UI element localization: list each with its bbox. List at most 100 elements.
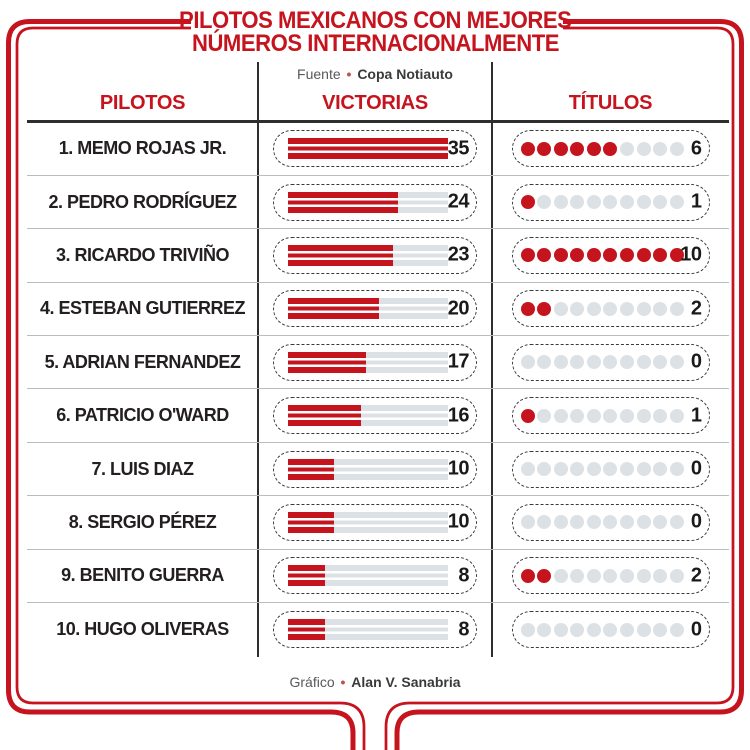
title-dot-empty — [603, 301, 618, 316]
titles-dots: 0 — [511, 343, 710, 381]
title-dot-empty — [653, 195, 668, 210]
victories-value: 10 — [447, 510, 470, 533]
table-row: 9. BENITO GUERRA 8 2 — [27, 550, 729, 604]
victories-bar-fill — [288, 511, 334, 533]
table-row: 3. RICARDO TRIVIÑO 23 10 — [27, 229, 729, 283]
titles-dots-track — [520, 248, 684, 263]
credit-name: Alan V. Sanabria — [351, 674, 461, 690]
victories-bar: 35 — [273, 130, 477, 168]
title-dot-empty — [636, 568, 651, 583]
title-dot-empty — [620, 355, 635, 370]
title-dot-empty — [586, 195, 601, 210]
title-dot-empty — [636, 622, 651, 637]
table-row: 8. SERGIO PÉREZ 10 0 — [27, 496, 729, 550]
titles-dots: 0 — [511, 611, 710, 649]
title-dot-empty — [570, 195, 585, 210]
title-dot-filled — [520, 301, 535, 316]
title-dot-empty — [653, 408, 668, 423]
table-rows: 1. MEMO ROJAS JR. 35 6 — [27, 123, 729, 657]
title-dot-empty — [553, 515, 568, 530]
title-dot-empty — [570, 355, 585, 370]
titles-dots-track — [520, 462, 684, 477]
title-dot-empty — [570, 408, 585, 423]
pilot-name: 5. ADRIAN FERNANDEZ — [44, 351, 241, 372]
titles-value: 6 — [690, 137, 702, 160]
title-dot-empty — [520, 622, 535, 637]
pilot-name: 10. HUGO OLIVERAS — [56, 619, 229, 640]
title-dot-filled — [520, 568, 535, 583]
title-dot-empty — [653, 515, 668, 530]
page-title-line2: NÚMEROS INTERNACIONALMENTE — [191, 30, 559, 57]
victories-bar: 20 — [273, 290, 477, 328]
title-dot-empty — [620, 141, 635, 156]
title-dot-filled — [520, 248, 535, 263]
victories-value: 23 — [447, 243, 470, 266]
titles-dots: 1 — [511, 397, 710, 435]
pilot-name: 2. PEDRO RODRÍGUEZ — [48, 191, 237, 212]
source-bullet: • — [346, 66, 352, 82]
title-dot-filled — [537, 248, 552, 263]
title-dot-empty — [553, 568, 568, 583]
title-dot-empty — [603, 568, 618, 583]
title-dot-empty — [586, 355, 601, 370]
title-dot-empty — [669, 622, 684, 637]
title-dot-empty — [570, 568, 585, 583]
titles-dots-track — [520, 141, 684, 156]
victories-bar-fill — [288, 244, 394, 266]
title-dot-filled — [553, 141, 568, 156]
title-dot-empty — [520, 515, 535, 530]
header-rule — [27, 119, 729, 123]
victories-bar-track — [288, 191, 448, 213]
pilot-name: 4. ESTEBAN GUTIERREZ — [39, 298, 246, 319]
victories-bar-track — [288, 405, 448, 427]
victories-value: 24 — [447, 190, 470, 213]
title-dot-empty — [636, 462, 651, 477]
title-dot-empty — [586, 408, 601, 423]
title-dot-filled — [553, 248, 568, 263]
titles-dots-track — [520, 301, 684, 316]
title-dot-empty — [653, 568, 668, 583]
titles-dots: 10 — [511, 236, 710, 274]
credit-prefix: Gráfico — [289, 674, 335, 690]
titles-dots: 1 — [511, 183, 710, 221]
titles-dots: 6 — [511, 130, 710, 168]
title-dot-empty — [520, 355, 535, 370]
title-dot-empty — [669, 141, 684, 156]
title-dot-empty — [570, 622, 585, 637]
title-dot-filled — [620, 248, 635, 263]
title-dot-empty — [669, 195, 684, 210]
victories-bar-fill — [288, 405, 362, 427]
pilot-name: 8. SERGIO PÉREZ — [68, 511, 217, 532]
title-dot-empty — [669, 568, 684, 583]
titles-dots: 0 — [511, 503, 710, 541]
victories-bar-track — [288, 565, 448, 587]
victories-bar: 24 — [273, 183, 477, 221]
titles-dots-track — [520, 515, 684, 530]
title-dot-filled — [603, 248, 618, 263]
victories-bar-track — [288, 351, 448, 373]
title-dot-filled — [653, 248, 668, 263]
title-dot-empty — [520, 462, 535, 477]
source-line: Fuente • Copa Notiauto — [0, 66, 750, 82]
victories-bar-track — [288, 138, 448, 160]
pilot-name: 3. RICARDO TRIVIÑO — [55, 244, 230, 265]
titles-value: 1 — [690, 404, 702, 427]
title-dot-empty — [620, 301, 635, 316]
victories-bar-fill — [288, 191, 398, 213]
source-prefix: Fuente — [297, 66, 341, 82]
title-dot-empty — [537, 622, 552, 637]
victories-bar: 16 — [273, 397, 477, 435]
title-dot-empty — [603, 622, 618, 637]
victories-bar-empty — [288, 619, 448, 641]
title-dot-empty — [537, 408, 552, 423]
source-name: Copa Notiauto — [357, 66, 453, 82]
title-dot-empty — [603, 355, 618, 370]
title-dot-empty — [537, 462, 552, 477]
title-dot-empty — [669, 301, 684, 316]
titles-value: 2 — [690, 564, 702, 587]
victories-bar-track — [288, 244, 448, 266]
table-row: 5. ADRIAN FERNANDEZ 17 0 — [27, 336, 729, 390]
title-dot-empty — [636, 355, 651, 370]
title-dot-empty — [669, 462, 684, 477]
titles-dots-track — [520, 568, 684, 583]
